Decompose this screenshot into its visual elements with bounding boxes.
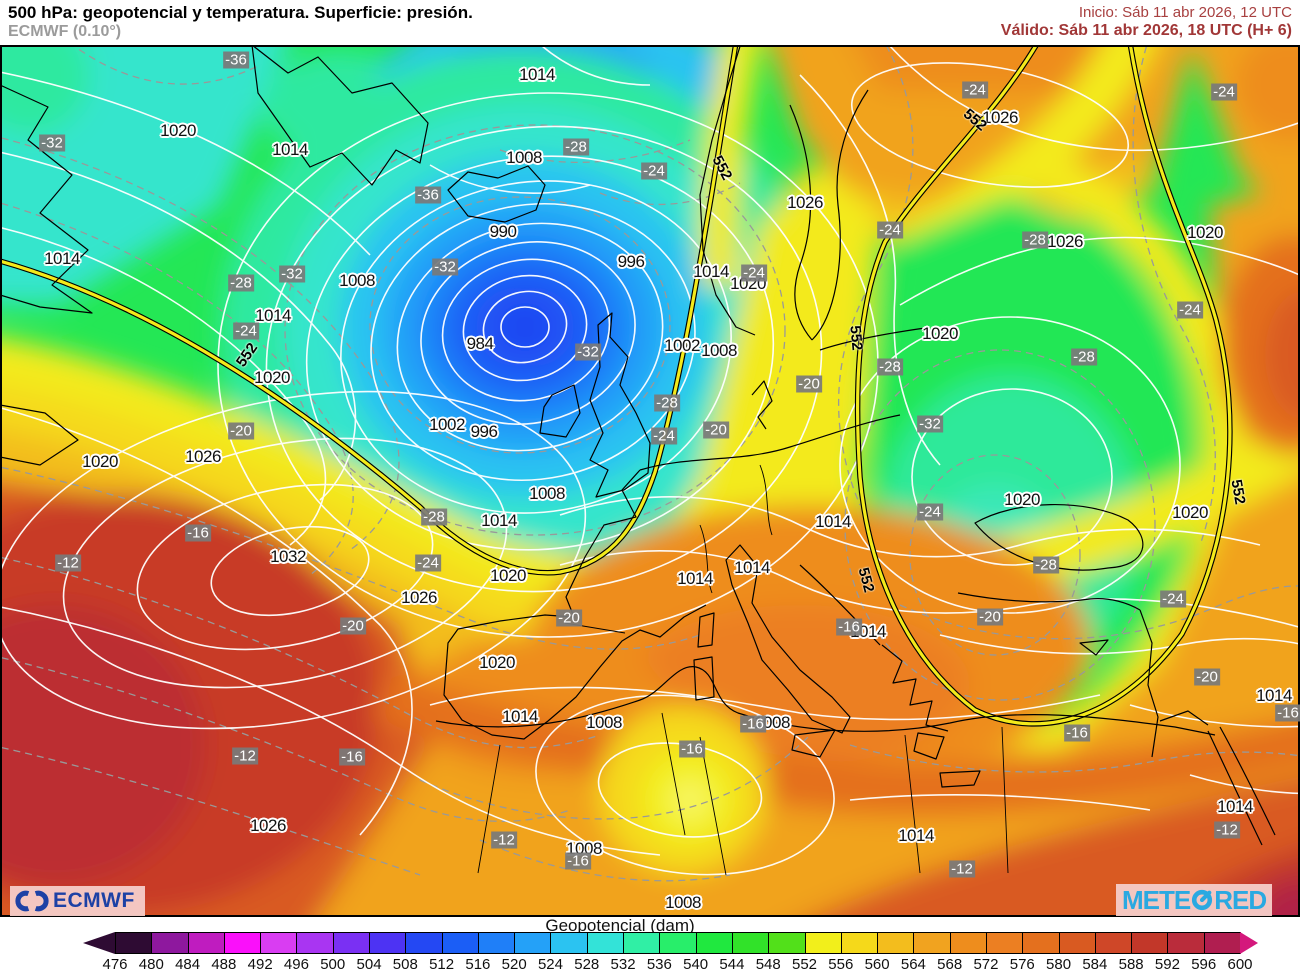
colorbar-segment — [731, 932, 770, 954]
colorbar-tick: 524 — [537, 956, 563, 970]
colorbar-segment — [804, 932, 842, 954]
colorbar-tick: 520 — [501, 956, 527, 970]
colorbar-tick: 588 — [1118, 956, 1144, 970]
colorbar-tick: 492 — [247, 956, 273, 970]
colorbar-tick: 532 — [610, 956, 636, 970]
colorbar-tick: 564 — [900, 956, 926, 970]
ecmwf-logo-icon — [15, 890, 49, 912]
colorbar-segment — [1203, 932, 1241, 954]
meteored-o-icon — [1192, 889, 1213, 911]
colorbar-segment — [514, 932, 552, 954]
colorbar-tick: 584 — [1082, 956, 1108, 970]
colorbar-segment — [223, 932, 262, 954]
colorbar-segment — [151, 932, 189, 954]
colorbar-segment — [296, 932, 334, 954]
colorbar-tick: 512 — [429, 956, 455, 970]
ecmwf-logo: ECMWF — [10, 886, 145, 916]
colorbar-tick: 508 — [392, 956, 418, 970]
colorbar-tick: 568 — [937, 956, 963, 970]
colorbar-tick: 484 — [175, 956, 201, 970]
colorbar-segment — [332, 932, 371, 954]
colorbar-tick: 552 — [792, 956, 818, 970]
ecmwf-logo-text: ECMWF — [53, 889, 135, 912]
meteored-logo-text: METE RED — [1122, 884, 1267, 915]
colorbar-tick: 476 — [102, 956, 128, 970]
colorbar-segment — [586, 932, 625, 954]
colorbar: 476 480 484 488 492 496 500 504 508 512 516 520 524 5… — [0, 930, 1300, 970]
colorbar-segment — [115, 932, 153, 954]
colorbar-segment — [550, 932, 588, 954]
colorbar-tick: 572 — [973, 956, 999, 970]
map-artwork — [0, 45, 1300, 917]
colorbar-tick: 596 — [1191, 956, 1217, 970]
colorbar-tick: 540 — [683, 956, 709, 970]
colorbar-tick: 580 — [1046, 956, 1072, 970]
colorbar-segment — [985, 932, 1024, 954]
colorbar-tick: 536 — [646, 956, 672, 970]
colorbar-right-arrow — [1240, 932, 1258, 954]
colorbar-segment — [1131, 932, 1169, 954]
colorbar-segment — [1022, 932, 1060, 954]
colorbar-segment — [768, 932, 806, 954]
colorbar-segment — [1058, 932, 1096, 954]
colorbar-segment — [877, 932, 915, 954]
colorbar-tick: 560 — [864, 956, 890, 970]
colorbar-tick: 500 — [320, 956, 346, 970]
geopotential-552-line — [0, 45, 1233, 727]
meteored-logo: METE RED — [1116, 884, 1273, 916]
colorbar-tick: 576 — [1009, 956, 1035, 970]
colorbar-segment — [913, 932, 951, 954]
colorbar-segment — [441, 932, 479, 954]
colorbar-tick: 548 — [755, 956, 781, 970]
coastlines — [0, 45, 1276, 876]
colorbar-tick: 480 — [138, 956, 164, 970]
colorbar-segment — [187, 932, 225, 954]
colorbar-segment — [949, 932, 987, 954]
colorbar-segment — [477, 932, 516, 954]
colorbar-tick: 544 — [719, 956, 745, 970]
colorbar-tick: 556 — [828, 956, 854, 970]
colorbar-tick: 600 — [1227, 956, 1253, 970]
colorbar-segment — [1167, 932, 1205, 954]
colorbar-tick: 504 — [356, 956, 382, 970]
colorbar-segment — [623, 932, 661, 954]
colorbar-segment — [369, 932, 407, 954]
colorbar-segment — [405, 932, 443, 954]
weather-map — [0, 45, 1300, 917]
colorbar-segment — [659, 932, 697, 954]
colorbar-segment — [840, 932, 879, 954]
colorbar-tick: 592 — [1154, 956, 1180, 970]
colorbar-tick: 488 — [211, 956, 237, 970]
colorbar-segment — [695, 932, 733, 954]
valid-time: Válido: Sáb 11 abr 2026, 18 UTC (H+ 6) — [1000, 22, 1292, 39]
colorbar-left-arrow — [83, 932, 115, 954]
colorbar-segment — [260, 932, 298, 954]
page-title: 500 hPa: geopotencial y temperatura. Sup… — [8, 3, 473, 22]
colorbar-tick: 516 — [465, 956, 491, 970]
colorbar-title: Geopotencial (dam) — [545, 916, 695, 935]
colorbar-tick: 496 — [283, 956, 309, 970]
run-init-time: Inicio: Sáb 11 abr 2026, 12 UTC — [1078, 4, 1292, 21]
colorbar-tick: 528 — [574, 956, 600, 970]
model-subtitle: ECMWF (0.10°) — [8, 23, 122, 40]
colorbar-segment — [1094, 932, 1133, 954]
header: 500 hPa: geopotencial y temperatura. Sup… — [0, 0, 1300, 45]
